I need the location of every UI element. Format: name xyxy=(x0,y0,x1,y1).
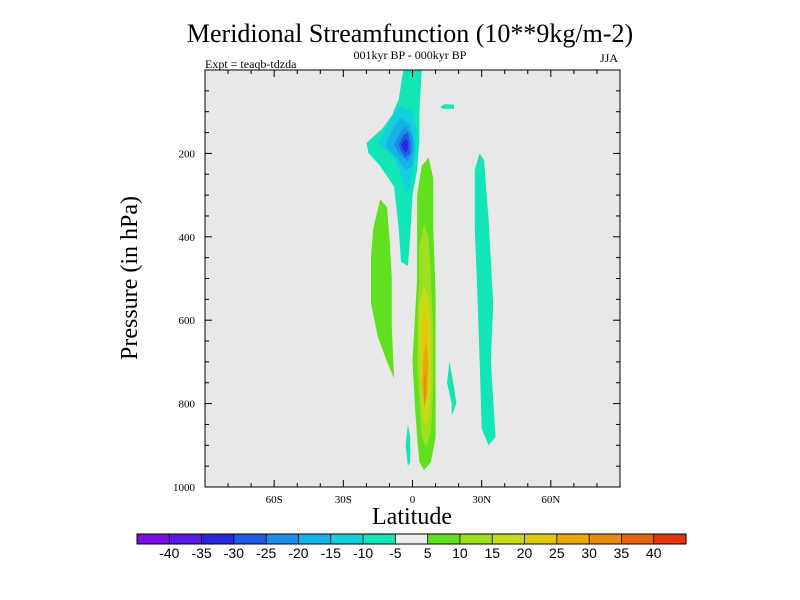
colorbar-frame xyxy=(136,533,687,545)
x-tick-label: 60N xyxy=(541,494,560,506)
x-tick-label: 30N xyxy=(472,494,491,506)
contour-regions xyxy=(366,70,496,471)
colorbar-swatch xyxy=(233,534,267,544)
colorbar-swatch xyxy=(330,534,364,544)
y-tick-label: 400 xyxy=(179,232,196,244)
colorbar-label: 30 xyxy=(581,545,597,561)
colorbar-swatch xyxy=(395,534,428,544)
contour-region xyxy=(371,199,395,379)
colorbar-label: -5 xyxy=(389,545,402,561)
contour-region xyxy=(405,424,411,467)
x-tick-label: 30S xyxy=(335,494,352,506)
colorbar-label: 20 xyxy=(517,545,533,561)
colorbar-label: 10 xyxy=(452,545,468,561)
season-label: JJA xyxy=(600,51,618,65)
y-tick-label: 200 xyxy=(179,148,196,160)
colorbar-swatch xyxy=(524,534,558,544)
chart-subtitle: 001kyr BP - 000kyr BP xyxy=(354,48,467,62)
contour-region xyxy=(401,138,408,153)
colorbar-swatch xyxy=(363,534,396,544)
y-axis-label: Pressure (in hPa) xyxy=(117,196,143,360)
colorbar-swatch xyxy=(459,534,493,544)
colorbar-label: 5 xyxy=(424,545,432,561)
colorbar-label: -40 xyxy=(159,545,179,561)
colorbar-swatch xyxy=(556,534,590,544)
colorbar-label: 15 xyxy=(484,545,500,561)
colorbar-label: -15 xyxy=(321,545,341,561)
colorbar-swatch xyxy=(427,534,461,544)
chart-title: Meridional Streamfunction (10**9kg/m-2) xyxy=(187,19,633,48)
contour-region xyxy=(424,370,427,408)
colorbar-swatch xyxy=(201,534,235,544)
x-tick-label: 0 xyxy=(410,494,416,506)
colorbar-label: -30 xyxy=(224,545,244,561)
colorbar-label: -20 xyxy=(288,545,308,561)
experiment-label: Expt = teaqb-tdzda xyxy=(205,57,297,71)
colorbar-label: 25 xyxy=(549,545,565,561)
colorbar-label: 40 xyxy=(646,545,662,561)
colorbar-label: -35 xyxy=(191,545,211,561)
colorbar-swatch xyxy=(298,534,332,544)
contour-region xyxy=(421,341,429,404)
y-tick-label: 1000 xyxy=(173,482,196,494)
colorbar-swatch xyxy=(266,534,299,544)
colorbar-label: -10 xyxy=(353,545,373,561)
colorbar-swatch xyxy=(492,534,525,544)
colorbar-swatch xyxy=(621,534,654,544)
y-tick-label: 600 xyxy=(179,315,196,327)
contour-region xyxy=(447,361,457,417)
y-tick-label: 800 xyxy=(179,399,196,411)
colorbar-swatch xyxy=(169,534,202,544)
x-axis-label: Latitude xyxy=(372,504,452,530)
x-tick-label: 60S xyxy=(266,494,283,506)
contour-region xyxy=(474,153,496,446)
colorbar-label: 35 xyxy=(614,545,630,561)
colorbar-swatch xyxy=(137,534,170,544)
colorbar-label: -25 xyxy=(256,545,276,561)
contour-region xyxy=(440,104,454,109)
colorbar-swatch xyxy=(589,534,622,544)
colorbar-swatch xyxy=(653,534,687,544)
